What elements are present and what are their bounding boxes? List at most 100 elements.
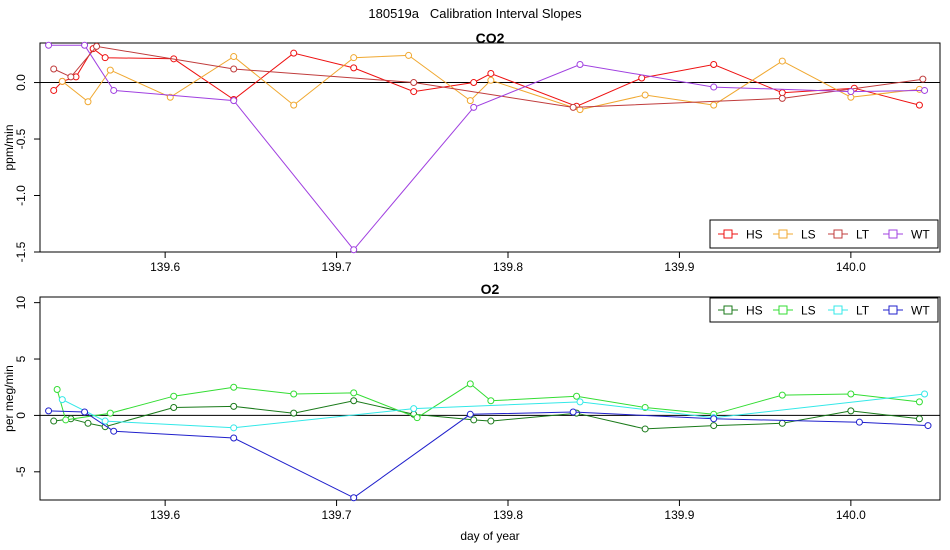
data-point — [915, 415, 923, 423]
series-line-hs — [53, 400, 920, 430]
data-point — [230, 65, 238, 73]
legend-marker — [723, 305, 733, 315]
x-tick-label: 139.7 — [322, 508, 352, 522]
data-point — [710, 415, 718, 423]
data-point — [466, 380, 474, 388]
data-point — [230, 434, 238, 442]
legend-label-hs: HS — [746, 304, 763, 318]
legend-marker — [888, 229, 898, 239]
data-point — [778, 419, 786, 427]
data-point — [50, 417, 58, 425]
data-point — [915, 398, 923, 406]
data-point — [230, 97, 238, 105]
data-point — [350, 54, 358, 62]
data-point — [470, 416, 478, 424]
data-point — [569, 103, 577, 111]
legend-marker — [833, 305, 843, 315]
y-tick-label: -0.5 — [14, 128, 28, 149]
series-wt — [45, 41, 929, 254]
data-point — [350, 494, 358, 502]
y-axis-label: per meg/min — [2, 365, 16, 432]
data-point — [81, 408, 89, 416]
data-point — [470, 103, 478, 111]
data-point — [778, 391, 786, 399]
data-point — [569, 408, 577, 416]
legend-box — [709, 297, 939, 323]
data-point — [710, 60, 718, 68]
data-point — [487, 417, 495, 425]
data-point — [50, 86, 58, 94]
data-point — [410, 88, 418, 96]
x-tick-label: 140.0 — [836, 260, 866, 274]
data-point — [778, 89, 786, 97]
data-point — [487, 397, 495, 405]
data-point — [67, 73, 75, 81]
chart-title: CO2 — [476, 30, 505, 46]
data-point — [230, 424, 238, 432]
series-wt — [45, 407, 932, 502]
data-point — [710, 101, 718, 109]
data-point — [230, 383, 238, 391]
legend-box — [709, 219, 939, 249]
data-point — [290, 390, 298, 398]
data-point — [641, 91, 649, 99]
chart-title: O2 — [481, 281, 500, 297]
data-point — [855, 418, 863, 426]
x-tick-label: 140.0 — [836, 508, 866, 522]
data-point — [413, 414, 421, 422]
data-point — [921, 86, 929, 94]
series-hs — [50, 45, 923, 110]
data-point — [53, 385, 61, 393]
x-axis-label: day of year — [460, 529, 519, 543]
data-point — [62, 416, 70, 424]
series-line-wt — [48, 44, 925, 251]
data-point — [350, 64, 358, 72]
data-point — [106, 66, 114, 74]
data-point — [487, 76, 495, 84]
chart-panel-co2: CO2 139.6 139.7 139.8 139.9 140.0 0.0 -0.5 -1.0 -… — [2, 30, 941, 274]
data-point — [58, 396, 66, 404]
data-point — [350, 389, 358, 397]
legend-label-wt: WT — [911, 228, 930, 242]
data-point — [778, 94, 786, 102]
data-point — [106, 409, 114, 417]
legend-label-lt: LT — [856, 304, 870, 318]
data-point — [470, 79, 478, 87]
data-point — [290, 409, 298, 417]
data-point — [847, 390, 855, 398]
legend-marker — [778, 305, 788, 315]
x-tick-label: 139.8 — [493, 508, 523, 522]
data-point — [45, 407, 53, 415]
page-title: 180519a Calibration Interval Slopes — [368, 6, 582, 21]
data-point — [638, 74, 646, 82]
y-tick-label: -5 — [14, 466, 28, 477]
plot-frame — [39, 296, 941, 501]
data-point — [170, 404, 178, 412]
data-point — [405, 51, 413, 59]
x-tick-label: 139.8 — [493, 260, 523, 274]
legend-marker — [778, 229, 788, 239]
legend-marker — [888, 305, 898, 315]
y-tick-label: 0 — [14, 412, 28, 419]
y-axis-label: ppm/min — [2, 124, 16, 170]
x-tick-label: 139.7 — [322, 260, 352, 274]
series-line-wt — [48, 410, 929, 499]
data-point — [921, 390, 929, 398]
chart-panel-o2: O2 139.6 139.7 139.8 139.9 140.0 -5 0 5 10 per meg… — [2, 281, 941, 543]
series-lt — [50, 42, 927, 111]
data-point — [58, 77, 66, 85]
x-tick-label: 139.6 — [150, 260, 180, 274]
data-point — [641, 425, 649, 433]
y-tick-label: -1.5 — [14, 241, 28, 262]
plot-frame — [39, 42, 941, 253]
data-point — [230, 402, 238, 410]
data-point — [84, 419, 92, 427]
series-ls — [53, 380, 923, 424]
data-point — [350, 397, 358, 405]
legend-label-ls: LS — [801, 304, 816, 318]
data-point — [290, 49, 298, 57]
x-tick-label: 139.6 — [150, 508, 180, 522]
data-point — [576, 398, 584, 406]
data-point — [290, 101, 298, 109]
